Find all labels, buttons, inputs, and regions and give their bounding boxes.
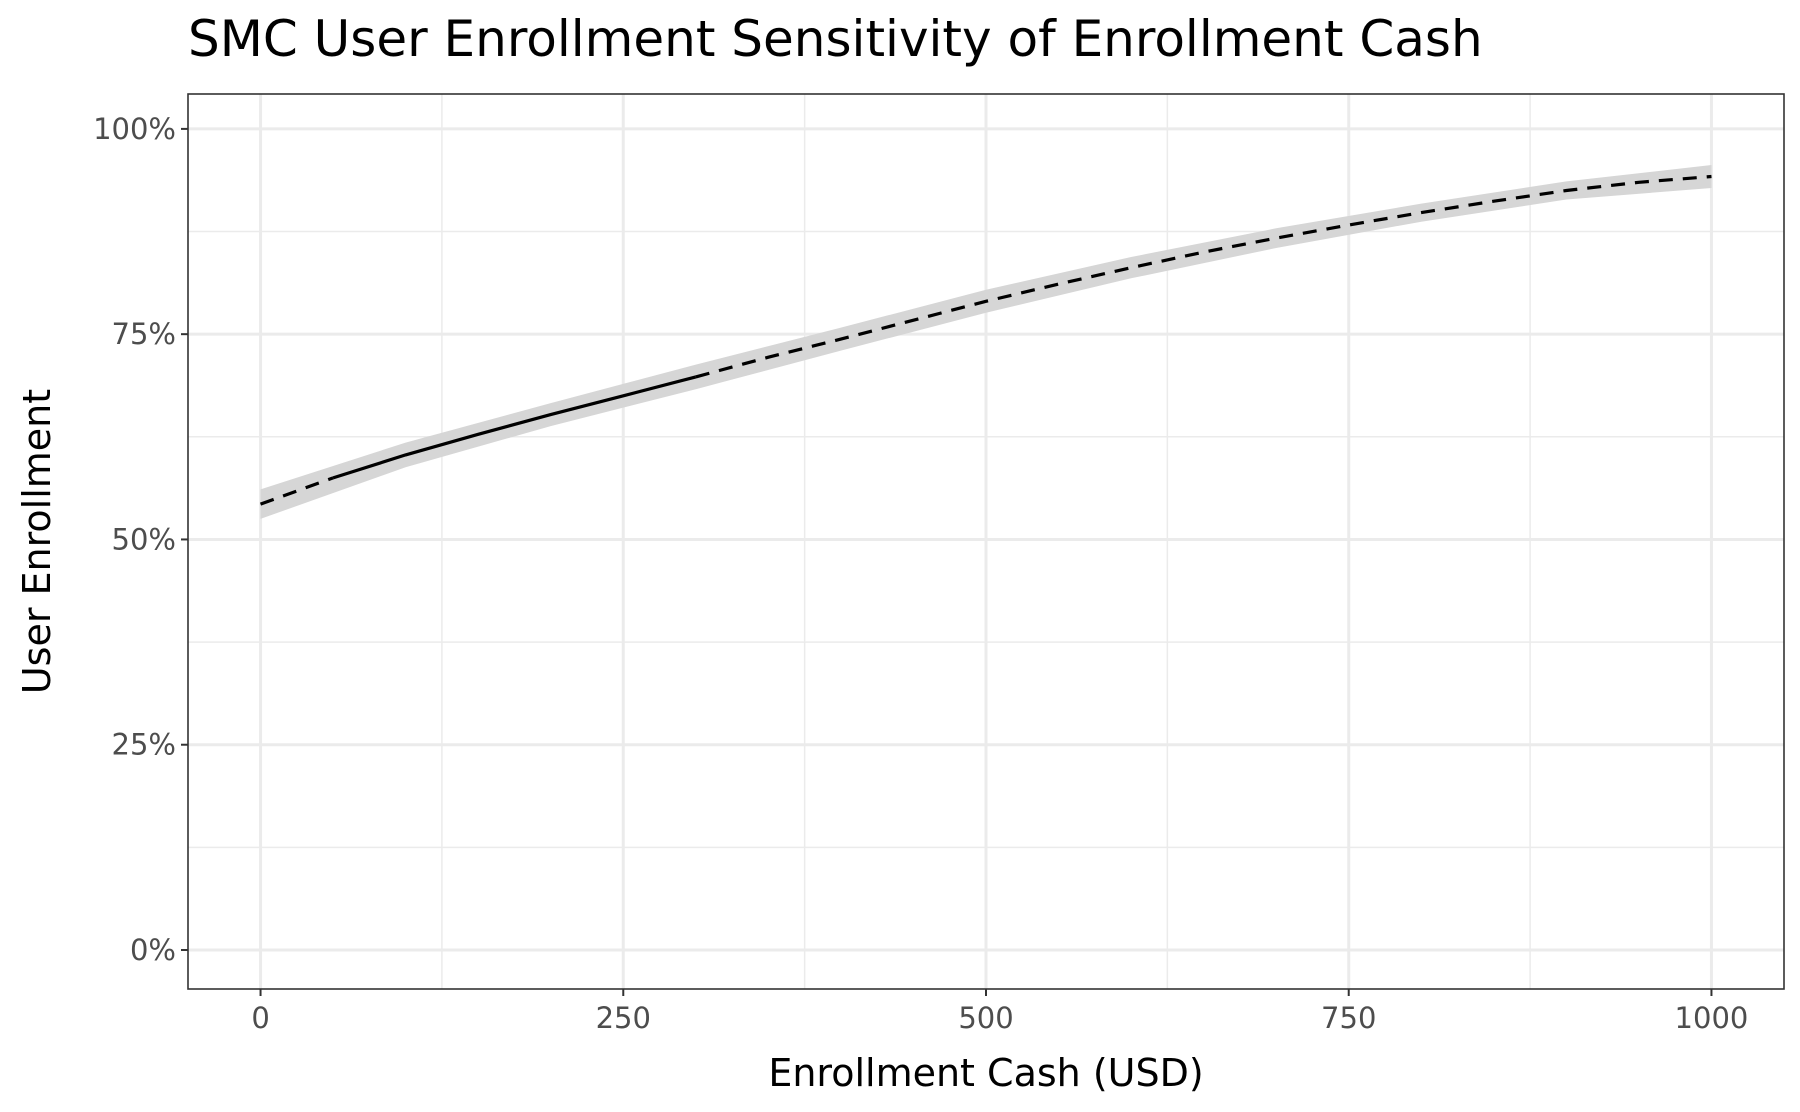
x-tick-label: 250 (596, 1001, 651, 1035)
x-tick-label: 1000 (1675, 1001, 1749, 1035)
x-axis-title: Enrollment Cash (USD) (768, 1051, 1203, 1095)
series-line-1-solid (332, 375, 697, 480)
y-tick-label: 0% (130, 933, 176, 967)
series-lines (259, 174, 1712, 506)
grid-lines (188, 94, 1784, 989)
y-tick-label: 100% (93, 112, 176, 146)
series-line-0-dashed (259, 476, 334, 506)
x-tick-label: 750 (1321, 1001, 1376, 1035)
y-tick-label: 75% (112, 317, 176, 351)
y-tick-label: 50% (112, 522, 176, 556)
x-tick-label: 500 (958, 1001, 1013, 1035)
series-line-2-dashed (695, 174, 1712, 379)
y-axis-title: User Enrollment (15, 389, 59, 694)
y-tick-label: 25% (112, 728, 176, 762)
axes: 0 250 500 750 1000 0% 25% 50% 75% 100% (93, 112, 1748, 1035)
x-tick-label: 0 (251, 1001, 269, 1035)
chart-title: SMC User Enrollment Sensitivity of Enrol… (188, 10, 1483, 68)
